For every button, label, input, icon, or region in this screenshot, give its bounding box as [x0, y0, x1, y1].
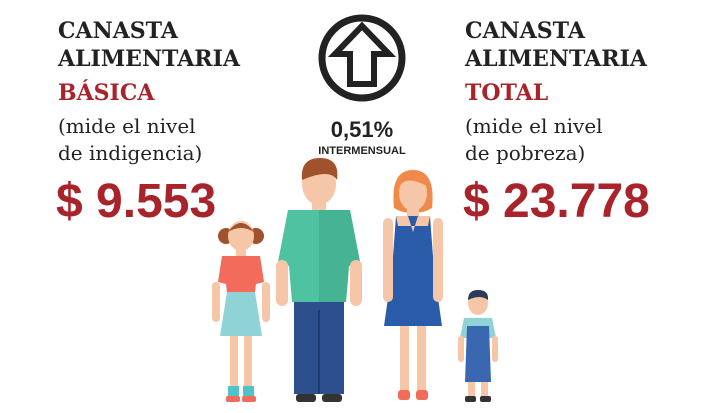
leg	[481, 382, 488, 396]
arm	[212, 282, 220, 322]
overalls	[465, 326, 491, 382]
arm	[492, 336, 498, 362]
sock	[228, 386, 239, 396]
shoe	[416, 390, 428, 400]
neckline	[396, 216, 430, 232]
leg	[468, 382, 475, 396]
hair	[468, 290, 489, 300]
shoe	[398, 390, 410, 400]
dress	[384, 216, 442, 326]
heading-line: CANASTA	[465, 18, 586, 44]
shoe	[465, 396, 476, 402]
note-line: (mide el nivel	[465, 114, 603, 138]
price: $ 9.553	[56, 175, 216, 228]
arm	[383, 218, 393, 302]
heading-line: ALIMENTARIA	[57, 46, 241, 72]
neck	[407, 208, 419, 218]
shirt	[218, 256, 264, 292]
shoe	[322, 394, 342, 402]
heading-line: ALIMENTARIA	[464, 46, 648, 72]
arm	[350, 260, 362, 306]
leg	[417, 326, 426, 392]
price: $ 23.778	[463, 175, 650, 228]
woman	[383, 170, 443, 400]
shoe	[242, 396, 256, 402]
girl	[212, 221, 270, 402]
arm	[458, 336, 464, 362]
note-line: de indigencia)	[58, 141, 202, 165]
fringe	[398, 172, 427, 188]
heading-highlight: TOTAL	[465, 80, 548, 106]
change-value: 0,51%	[331, 117, 393, 142]
arm	[433, 218, 443, 302]
hair	[301, 158, 338, 180]
neck	[236, 249, 246, 257]
arm	[262, 282, 270, 322]
shoe	[480, 396, 491, 402]
hair	[228, 223, 254, 232]
leg	[230, 336, 238, 390]
man	[276, 158, 362, 402]
heading-highlight: BÁSICA	[58, 79, 155, 106]
note-line: (mide el nivel	[58, 114, 196, 138]
shirt-shade	[319, 210, 360, 302]
leg	[244, 336, 252, 390]
change-label: INTERMENSUAL	[318, 145, 406, 157]
skirt	[220, 292, 262, 336]
shoe	[226, 396, 240, 402]
arm	[276, 260, 288, 306]
heading-line: CANASTA	[58, 18, 179, 44]
note-line: de pobreza)	[465, 141, 585, 165]
leg	[400, 326, 409, 392]
arrow-circle	[318, 14, 406, 102]
pants-seam	[318, 310, 320, 394]
boy	[458, 290, 498, 402]
shoe	[296, 394, 316, 402]
sock	[243, 386, 254, 396]
neck	[312, 202, 326, 212]
head	[399, 175, 427, 211]
up-arrow	[327, 21, 397, 87]
